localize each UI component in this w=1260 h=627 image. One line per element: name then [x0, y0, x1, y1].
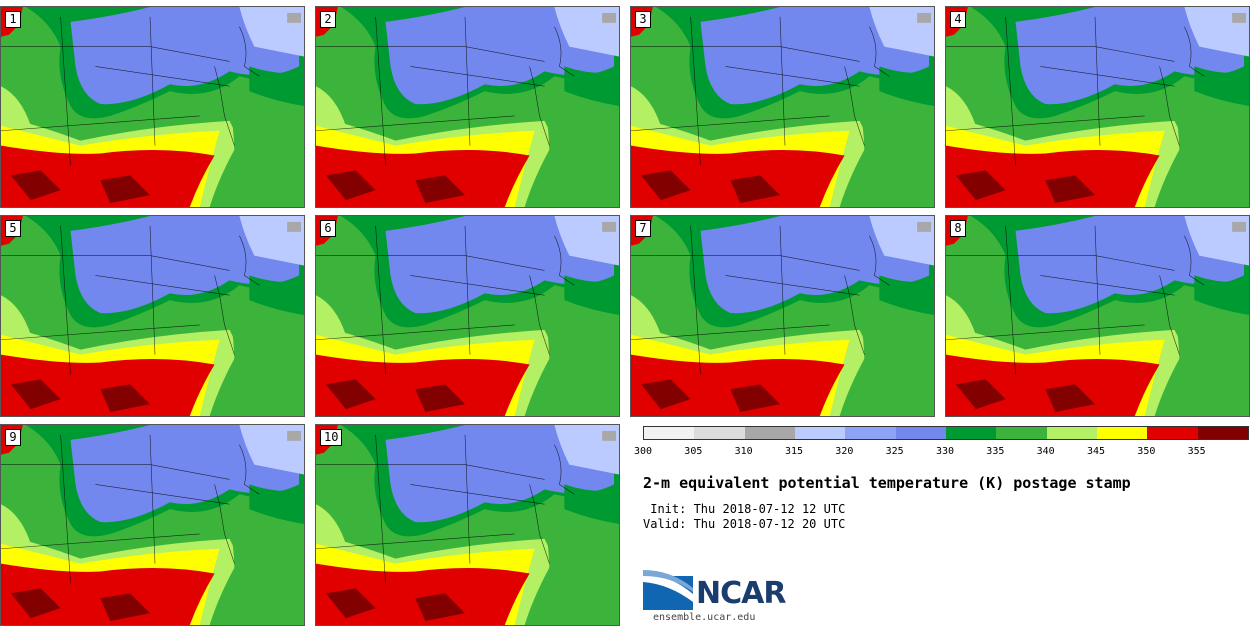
theta-e-field-map — [1, 425, 304, 625]
ensemble-url[interactable]: ensemble.ucar.edu — [653, 612, 756, 623]
init-valid-times: Init: Thu 2018-07-12 12 UTC Valid: Thu 2… — [643, 502, 845, 532]
colorbar-swatch — [845, 427, 896, 439]
init-time: Init: Thu 2018-07-12 12 UTC — [643, 502, 846, 516]
postage-stamp-panel[interactable]: 4 — [945, 6, 1250, 208]
figure-title: 2-m equivalent potential temperature (K)… — [643, 474, 1131, 492]
colorbar-swatch — [996, 427, 1047, 439]
member-number: 6 — [320, 220, 336, 237]
colorbar-swatch — [744, 427, 795, 439]
postage-stamp-panel[interactable]: 10 — [315, 424, 620, 626]
member-number: 4 — [950, 11, 966, 28]
member-number: 3 — [635, 11, 651, 28]
member-number: 9 — [5, 429, 21, 446]
colorbar-swatch — [895, 427, 946, 439]
colorbar-swatch — [945, 427, 997, 439]
colorbar-tick-label: 335 — [986, 446, 1005, 457]
postage-stamp-panel[interactable]: 2 — [315, 6, 620, 208]
colorbar-swatch — [694, 427, 745, 439]
colorbar-tick-label: 350 — [1137, 446, 1156, 457]
colorbar-ticks: 300 305 310 315 320 325 330 335 340 345 350 355 — [634, 440, 1260, 457]
colorbar-legend: 300 305 310 315 320 325 330 335 340 345 350 355 — [634, 426, 1260, 457]
colorbar-tick-label: 355 — [1187, 446, 1206, 457]
theta-e-field-map — [316, 216, 619, 416]
colorbar-tick-label: 325 — [885, 446, 904, 457]
postage-stamp-panel[interactable]: 3 — [630, 6, 935, 208]
colorbar-tick-label: 305 — [684, 446, 703, 457]
colorbar-tick-label: 345 — [1086, 446, 1106, 457]
colorbar-swatch — [1197, 427, 1248, 439]
theta-e-field-map — [316, 7, 619, 207]
valid-time: Valid: Thu 2018-07-12 20 UTC — [643, 517, 846, 531]
colorbar-tick-label: 315 — [784, 446, 804, 457]
theta-e-field-map — [316, 425, 619, 625]
theta-e-field-map — [631, 7, 934, 207]
theta-e-field-map — [1, 7, 304, 207]
theta-e-field-map — [1, 216, 304, 416]
ncar-swoosh-icon — [643, 570, 693, 610]
colorbar-swatch — [644, 427, 695, 439]
colorbar-swatch — [794, 427, 846, 439]
member-number: 2 — [320, 11, 336, 28]
ncar-brand: NCAR — [696, 576, 786, 611]
postage-stamp-panel[interactable]: 9 — [0, 424, 305, 626]
postage-stamp-panel[interactable]: 1 — [0, 6, 305, 208]
member-number: 5 — [5, 220, 21, 237]
colorbar-tick-label: 330 — [935, 446, 955, 457]
colorbar-tick-label: 310 — [734, 446, 753, 457]
colorbar — [643, 426, 1249, 440]
theta-e-field-map — [631, 216, 934, 416]
colorbar-swatch — [1096, 427, 1148, 439]
member-number: 7 — [635, 220, 651, 237]
postage-stamp-panel[interactable]: 7 — [630, 215, 935, 417]
theta-e-field-map — [946, 7, 1249, 207]
ncar-logo[interactable]: NCAR ensemble.ucar.edu — [643, 568, 803, 626]
postage-stamp-panel[interactable]: 6 — [315, 215, 620, 417]
member-number: 1 — [5, 11, 21, 28]
colorbar-swatch — [1147, 427, 1198, 439]
postage-stamp-panel[interactable]: 5 — [0, 215, 305, 417]
member-number: 10 — [320, 429, 343, 446]
colorbar-swatch — [1046, 427, 1097, 439]
member-number: 8 — [950, 220, 966, 237]
postage-stamp-panel[interactable]: 8 — [945, 215, 1250, 417]
colorbar-tick-label: 300 — [633, 446, 653, 457]
colorbar-tick-label: 320 — [835, 446, 854, 457]
theta-e-field-map — [946, 216, 1249, 416]
colorbar-tick-label: 340 — [1036, 446, 1055, 457]
